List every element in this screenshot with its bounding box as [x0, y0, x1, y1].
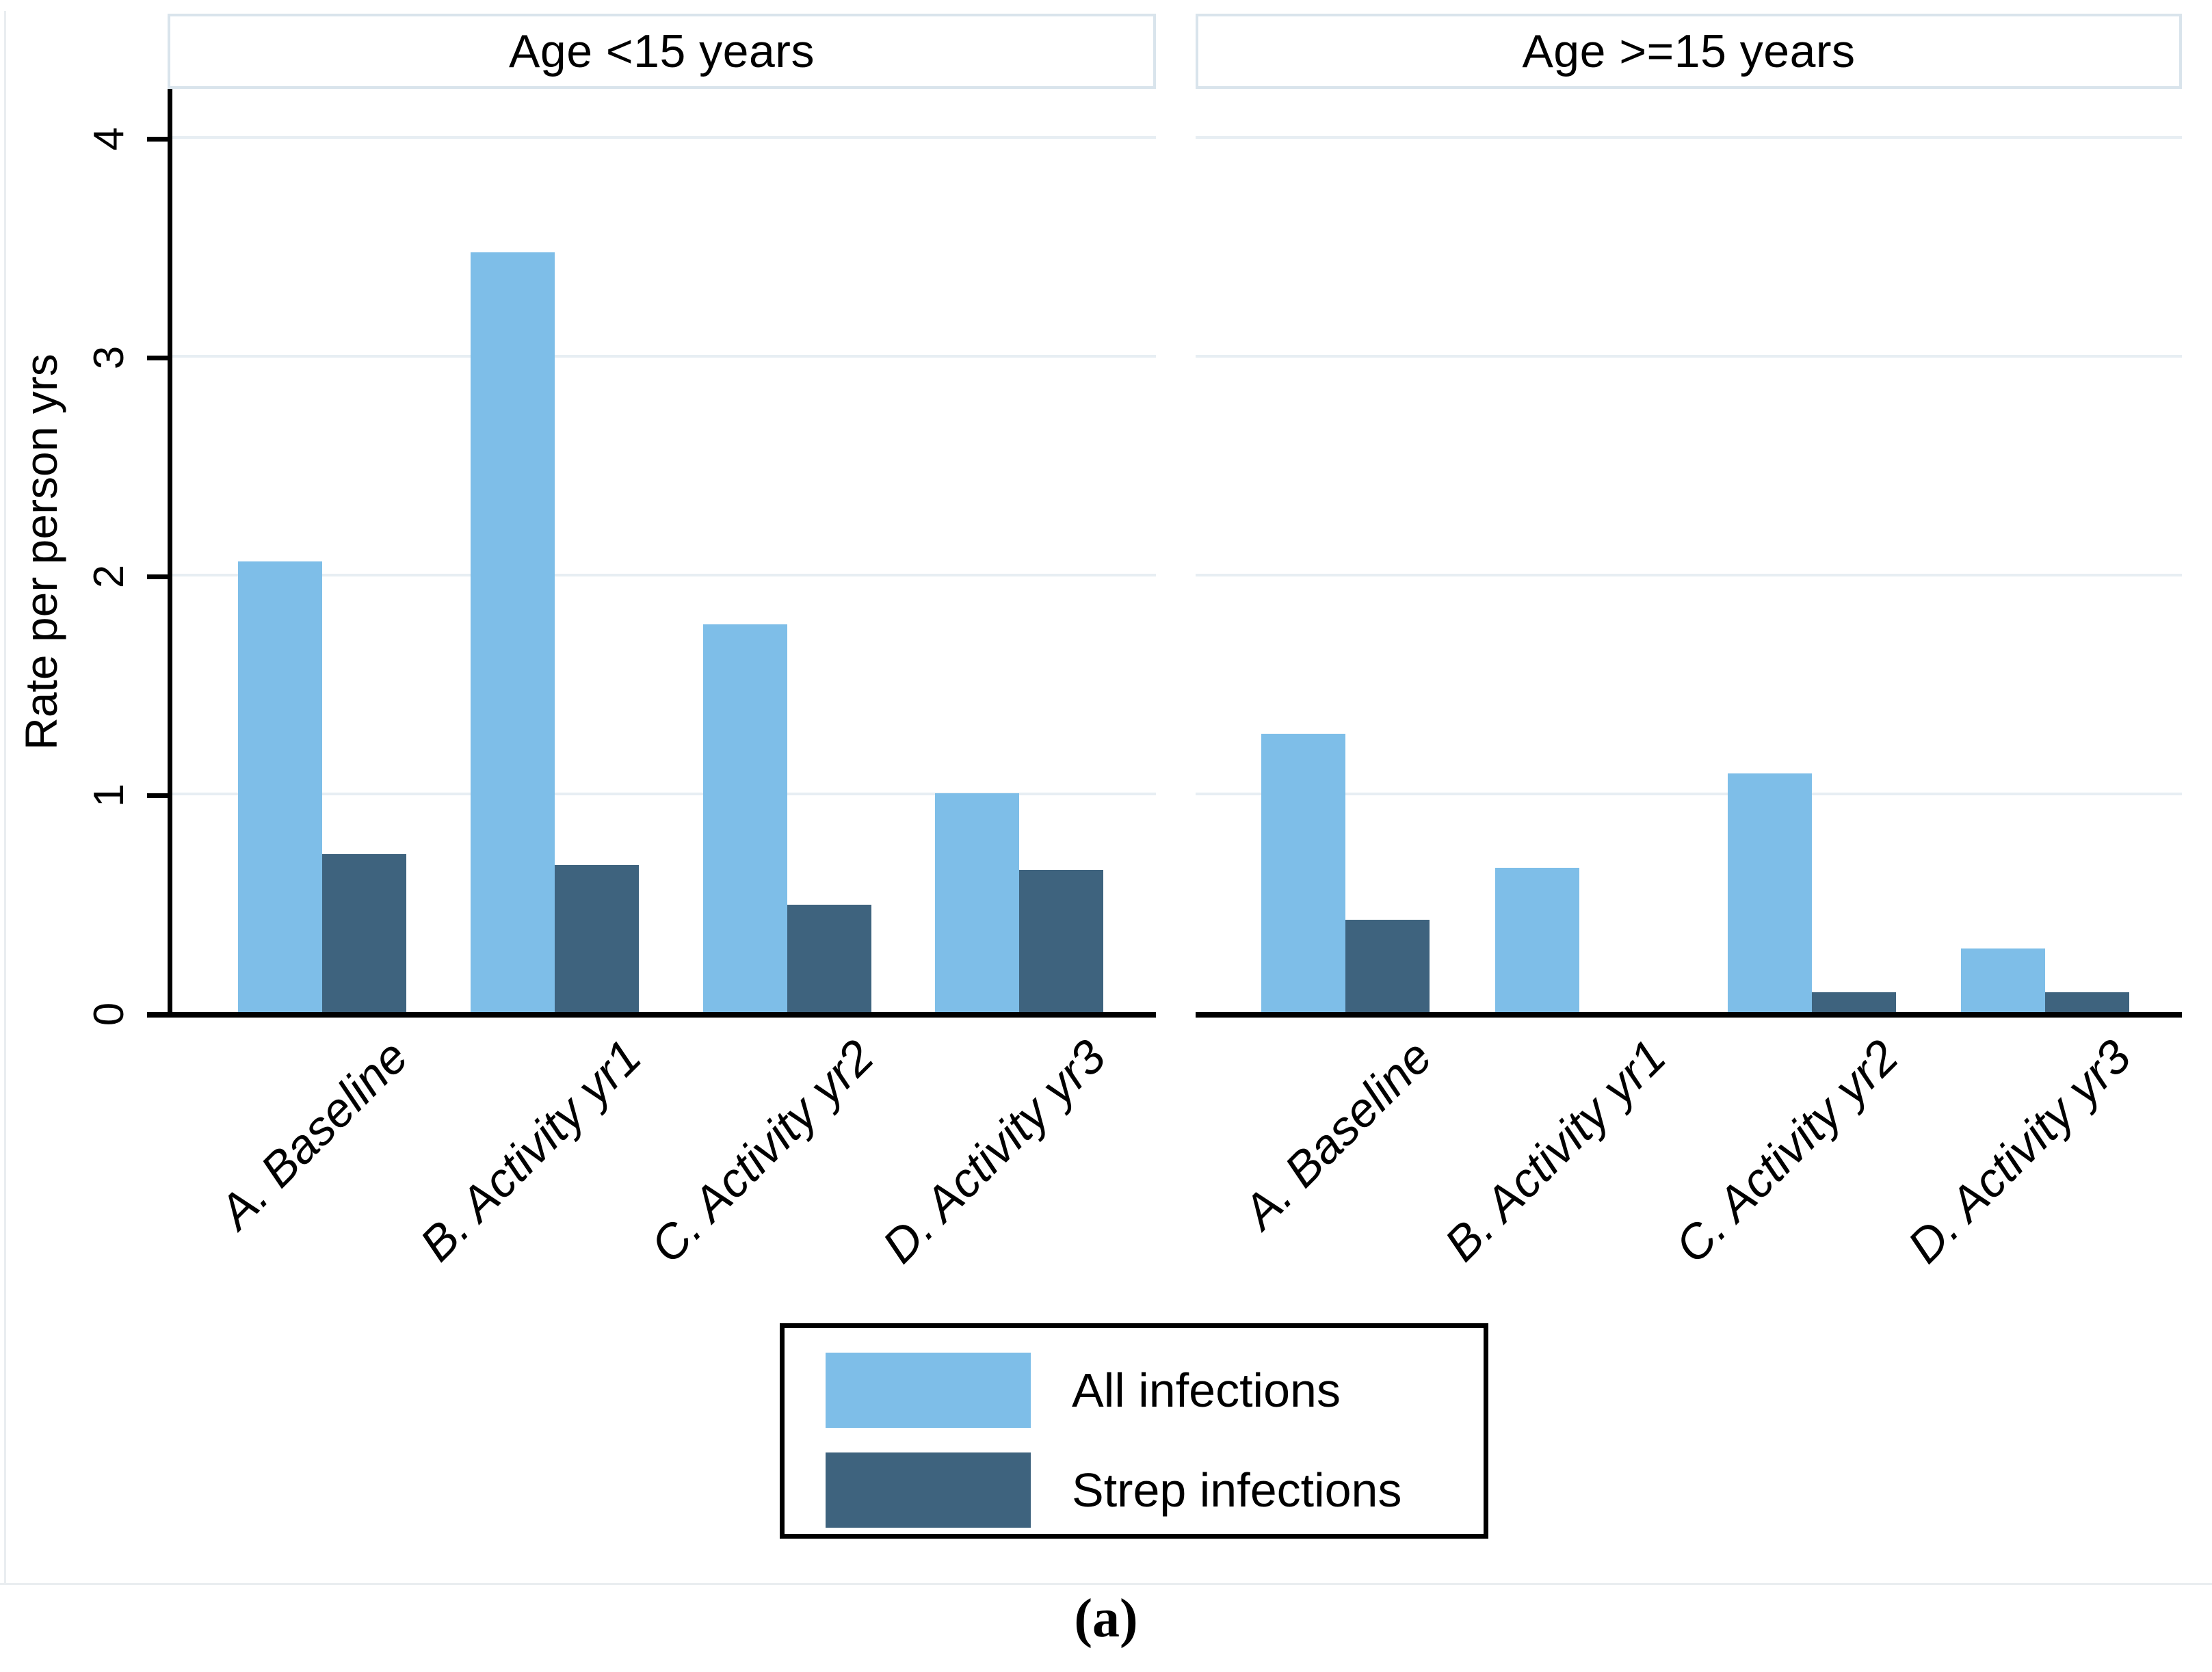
panel-title: Age >=15 years [1522, 25, 1856, 77]
x-category-label: B. Activity yr1 [1434, 1029, 1676, 1271]
bar-all-infections [935, 793, 1020, 1014]
x-category-label: A. Baseline [209, 1029, 419, 1239]
y-tick-label: 0 [85, 1002, 133, 1026]
x-axis-line [147, 1012, 1156, 1018]
y-tick-label: 3 [85, 345, 133, 370]
gridline [1196, 793, 2182, 795]
figure-border-bottom [0, 1583, 2212, 1585]
gridline [1196, 574, 2182, 576]
y-axis-line [168, 89, 172, 1018]
y-axis-title: Rate per person yrs [16, 354, 66, 750]
plot-panel-age-under-15 [147, 89, 1156, 1018]
figure-border-left [4, 11, 6, 1584]
bar-all-infections [237, 561, 322, 1014]
bar-strep-infections [1812, 992, 1897, 1014]
panel-title: Age <15 years [509, 25, 815, 77]
bar-strep-infections [1019, 870, 1104, 1014]
y-tick-label: 2 [85, 564, 133, 589]
gridline [1196, 136, 2182, 139]
legend: All infections Strep infections [780, 1323, 1488, 1539]
bar-strep-infections [787, 905, 871, 1014]
y-tick-label: 4 [85, 127, 133, 151]
legend-label-strep-infections: Strep infections [1072, 1463, 1402, 1517]
y-tick [147, 574, 168, 579]
gridline [172, 355, 1156, 358]
legend-label-all-infections: All infections [1072, 1364, 1341, 1417]
bar-all-infections [1495, 868, 1579, 1014]
bar-strep-infections [2044, 992, 2129, 1014]
gridline [172, 793, 1156, 795]
x-axis-line [1196, 1012, 2182, 1018]
x-category-label: D. Activity yr3 [872, 1029, 1116, 1273]
figure-caption: (a) [1074, 1589, 1138, 1649]
bar-all-infections [1261, 734, 1346, 1014]
gridline [172, 136, 1156, 139]
bar-strep-infections [321, 854, 406, 1014]
x-category-label: C. Activity yr2 [640, 1029, 884, 1273]
bar-all-infections [702, 624, 787, 1014]
y-tick [147, 137, 168, 142]
x-category-label: C. Activity yr2 [1665, 1029, 1909, 1273]
x-category-label: D. Activity yr3 [1897, 1029, 2142, 1273]
y-tick [147, 356, 168, 360]
bar-all-infections [1960, 948, 2045, 1014]
bar-strep-infections [555, 865, 640, 1014]
x-category-label: A. Baseline [1233, 1029, 1443, 1239]
legend-swatch-all-infections [826, 1353, 1031, 1428]
gridline [172, 574, 1156, 576]
y-tick-label: 1 [85, 783, 133, 808]
panel-header-age-under-15: Age <15 years [168, 14, 1156, 89]
bar-strep-infections [1345, 920, 1430, 1014]
panel-header-age-15-plus: Age >=15 years [1196, 14, 2182, 89]
bar-all-infections [1728, 773, 1813, 1014]
bar-all-infections [471, 252, 555, 1014]
plot-panel-age-15-plus [1196, 89, 2182, 1018]
x-category-label: B. Activity yr1 [410, 1029, 652, 1271]
legend-swatch-strep-infections [826, 1452, 1031, 1528]
y-tick [147, 793, 168, 798]
gridline [1196, 355, 2182, 358]
